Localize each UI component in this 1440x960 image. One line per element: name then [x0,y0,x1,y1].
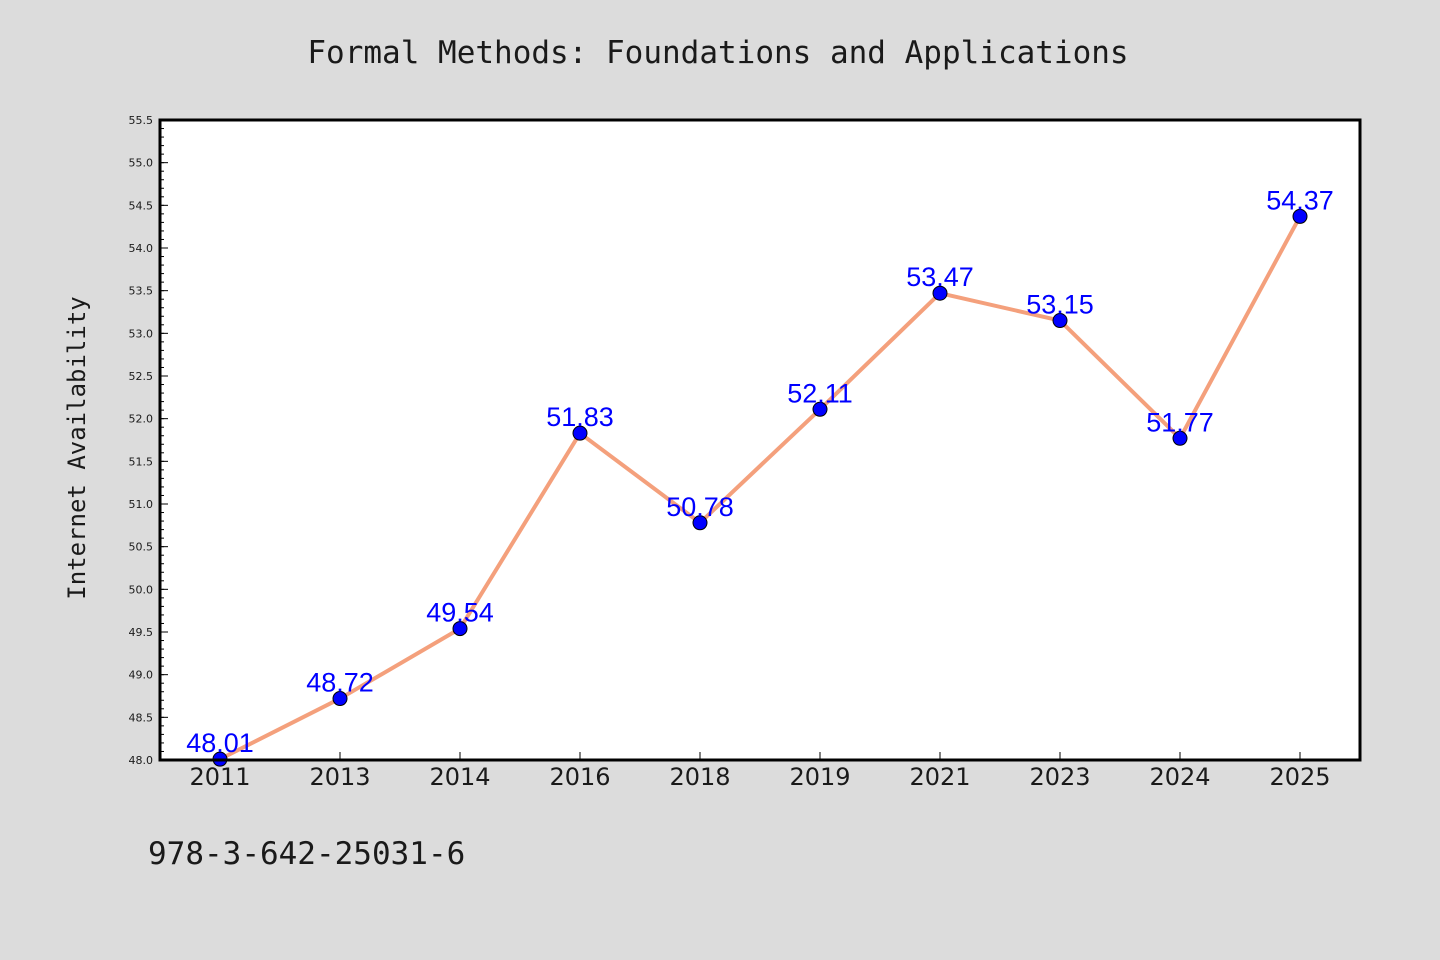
data-point-marker [452,621,468,637]
y-tick-label: 48.5 [129,711,154,724]
y-tick-label: 52.0 [129,413,154,426]
data-point-marker [1172,430,1188,446]
series-path [219,215,1302,761]
y-axis-label: Internet Availability [63,296,91,599]
series-markers [212,208,1308,767]
y-tick-label: 50.0 [129,583,154,596]
y-axis-ticks: 48.0 48.5 49.0 49.5 50.0 50.5 51.0 51.5 52.0 52.5… [129,114,168,767]
data-point-label: 49.54 [426,598,494,628]
plot-frame [158,118,1362,762]
data-point-label: 51.77 [1146,407,1214,437]
y-tick-label: 50.5 [129,541,154,554]
x-tick-label: 2018 [669,763,730,791]
x-tick-label: 2014 [429,763,490,791]
x-tick-label: 2013 [309,763,370,791]
plot-area [160,120,1360,760]
data-point-label: 53.15 [1026,290,1094,320]
series-line [219,215,1302,761]
y-tick-label: 53.0 [129,327,154,340]
y-tick-label: 53.5 [129,285,154,298]
data-point-marker [812,401,828,417]
x-tick-label: 2024 [1149,763,1210,791]
y-tick-label: 48.0 [129,754,154,767]
y-tick-label: 55.0 [129,157,154,170]
data-point-label: 52.11 [787,378,853,408]
data-point-marker [572,425,588,441]
y-tick-label: 49.0 [129,669,154,682]
data-point-marker [1052,313,1068,329]
data-point-label: 48.72 [306,668,374,698]
data-point-marker [692,515,708,531]
data-point-marker [932,285,948,301]
isbn-text: 978-3-642-25031-6 [148,836,465,872]
y-tick-label: 54.0 [129,242,154,255]
y-tick-label: 49.5 [129,626,154,639]
x-tick-label: 2021 [909,763,970,791]
data-point-label: 54.37 [1266,185,1334,215]
x-tick-label: 2019 [789,763,850,791]
y-tick-label: 52.5 [129,370,154,383]
data-point-marker [1292,208,1308,224]
y-tick-label: 51.0 [129,498,154,511]
data-point-label: 48.01 [186,728,254,758]
data-point-label: 51.83 [546,402,614,432]
x-tick-label: 2011 [189,763,250,791]
chart-title: Formal Methods: Foundations and Applicat… [307,35,1128,71]
data-point-marker [332,691,348,707]
data-point-label: 53.47 [906,262,974,292]
data-point-label: 50.78 [666,492,734,522]
y-tick-label: 51.5 [129,455,154,468]
y-tick-label: 54.5 [129,199,154,212]
data-labels: 48.01 48.72 49.54 51.83 50.78 52.11 53.47 53.15… [186,185,1334,758]
x-tick-label: 2023 [1029,763,1090,791]
x-tick-label: 2025 [1269,763,1330,791]
y-tick-label: 55.5 [129,114,154,127]
x-tick-label: 2016 [549,763,610,791]
